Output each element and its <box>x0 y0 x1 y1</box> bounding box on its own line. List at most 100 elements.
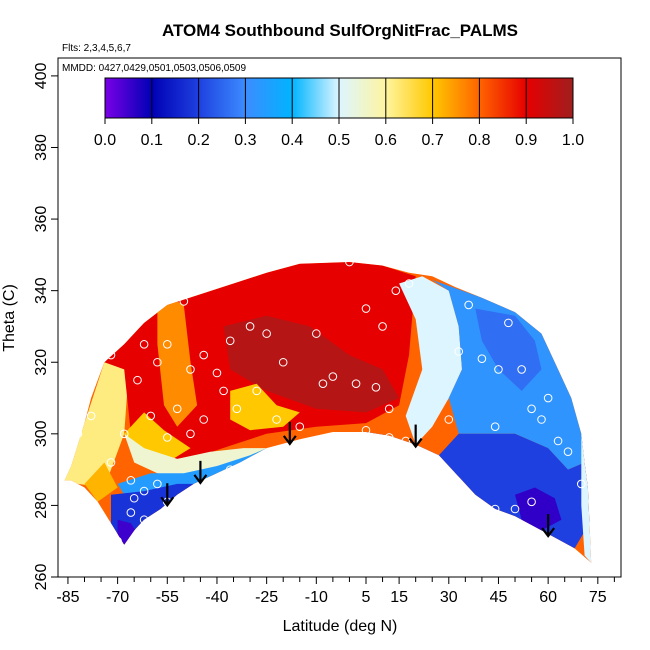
observation-point <box>312 329 321 338</box>
observation-point <box>245 322 255 331</box>
arrow-marker <box>541 514 556 538</box>
observation-point <box>153 479 162 489</box>
x-tick-label: 60 <box>539 589 557 606</box>
arrow-marker <box>282 421 297 446</box>
observation-point <box>278 357 288 367</box>
observation-point <box>404 279 414 288</box>
observation-point <box>199 350 209 360</box>
observation-point <box>563 447 573 457</box>
observation-point <box>129 493 139 503</box>
observation-point <box>351 379 361 389</box>
observation-point <box>186 429 195 439</box>
y-tick-label: 280 <box>33 492 50 519</box>
observation-point <box>371 382 381 392</box>
colorbar-tick-label: 0.4 <box>281 132 303 149</box>
y-tick-label: 300 <box>33 420 50 447</box>
y-tick-label: 400 <box>33 62 50 89</box>
observation-point <box>212 368 222 378</box>
observation-point <box>199 415 209 424</box>
observation-point <box>437 461 447 471</box>
x-tick-label: 15 <box>390 589 408 606</box>
observation-point <box>318 379 328 389</box>
observation-point <box>106 350 116 360</box>
colorbar-ticks: 0.0 0.1 0.2 0.3 0.4 0.5 0.6 0.7 0.8 0.9 1.0 <box>94 78 584 149</box>
observation-point <box>245 458 255 467</box>
heatmap-region <box>157 290 198 427</box>
observation-point <box>139 515 149 525</box>
x-tick-label: 75 <box>589 589 607 606</box>
colorbar-tick-label: 1.0 <box>562 132 584 149</box>
y-tick-label: 360 <box>33 206 50 233</box>
observation-point <box>212 479 222 489</box>
observation-point <box>126 476 136 485</box>
observation-point <box>504 318 513 328</box>
observation-point <box>139 486 149 496</box>
observation-point <box>494 365 503 374</box>
x-tick-label: -55 <box>156 589 179 606</box>
plot-frame <box>57 57 622 578</box>
y-tick-label: 320 <box>33 349 50 376</box>
observation-point <box>391 286 401 295</box>
heatmap-region <box>581 433 592 563</box>
observation-point <box>232 404 242 414</box>
observation-point <box>537 415 546 424</box>
y-tick-label: 260 <box>33 564 50 591</box>
observation-point <box>517 365 526 374</box>
x-tick-label: -70 <box>106 589 129 606</box>
colorbar-tick-label: 0.1 <box>141 132 163 149</box>
x-tick-label: -10 <box>305 589 328 606</box>
observation-point <box>139 340 149 349</box>
y-axis: 260 280 300 320 340 360 380 400 <box>33 62 58 590</box>
colorbar-tick-label: 0.3 <box>234 132 256 149</box>
observation-point <box>345 257 354 267</box>
x-tick-label: -85 <box>56 589 79 606</box>
x-tick-label: 45 <box>490 589 508 606</box>
observation-point <box>401 436 411 446</box>
colorbar-tick-label: 0.5 <box>328 132 350 149</box>
colorbar-tick-label: 0.0 <box>94 132 116 149</box>
arrow-marker <box>408 424 423 449</box>
observation-point <box>553 436 563 446</box>
y-axis-label: Theta (C) <box>1 284 18 352</box>
observation-point <box>225 465 235 474</box>
observation-point <box>527 404 536 414</box>
colorbar: 0.0 0.1 0.2 0.3 0.4 0.5 0.6 0.7 0.8 0.9 1.0 <box>94 77 584 149</box>
observation-point <box>490 422 500 431</box>
observation-point <box>454 347 464 356</box>
observation-point <box>464 300 473 310</box>
chart-title: ATOM4 Southbound SulfOrgNitFrac_PALMS <box>162 21 518 40</box>
x-axis: -85 -70 -55 -40 -25 -10 5 15 30 45 60 75 <box>56 577 615 606</box>
heatmap-region <box>223 315 400 413</box>
x-axis-label: Latitude (deg N) <box>283 618 398 635</box>
observation-point <box>576 479 586 489</box>
observation-point <box>543 393 553 403</box>
observation-point <box>219 386 228 396</box>
observation-point <box>179 297 189 306</box>
observation-point <box>196 490 205 499</box>
observation-point <box>162 340 172 349</box>
x-tick-label: -25 <box>255 589 278 606</box>
heatmap-region <box>84 462 118 502</box>
observation-point <box>153 357 162 367</box>
heatmap-region <box>230 383 300 431</box>
data-points <box>73 257 586 546</box>
observation-point <box>272 415 281 424</box>
marker-arrows <box>160 421 556 538</box>
heatmap-fields <box>64 262 592 563</box>
observation-point <box>361 304 371 313</box>
observation-point <box>172 404 182 414</box>
colorbar-tick-label: 0.2 <box>187 132 209 149</box>
arrow-marker <box>160 483 175 508</box>
observation-point <box>73 429 83 439</box>
x-tick-label: 30 <box>440 589 458 606</box>
arrow-marker <box>193 460 208 485</box>
x-tick-label: -40 <box>205 589 228 606</box>
colorbar-tick-label: 0.9 <box>515 132 537 149</box>
colorbar-tick-label: 0.6 <box>375 132 397 149</box>
observation-point <box>126 508 136 517</box>
observation-point <box>378 322 387 331</box>
observation-point <box>179 493 189 503</box>
observation-point <box>361 425 371 435</box>
observation-point <box>225 336 235 346</box>
